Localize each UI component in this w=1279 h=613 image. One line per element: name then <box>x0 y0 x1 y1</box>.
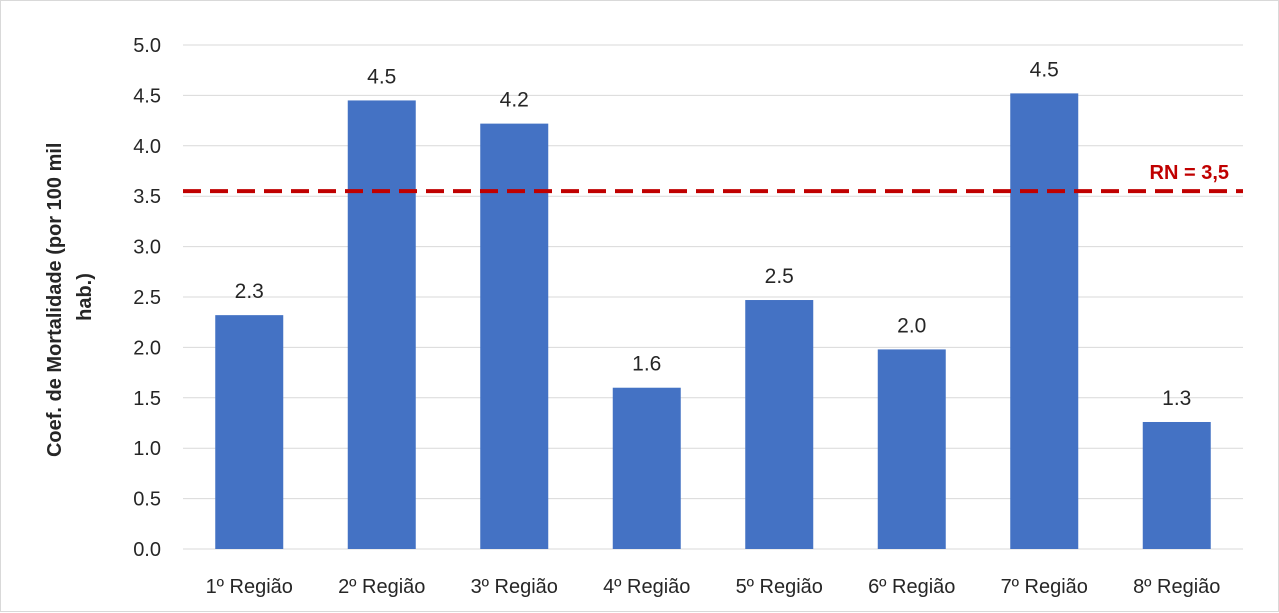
bar <box>480 123 549 550</box>
x-tick-label: 2º Região <box>338 576 425 598</box>
y-tick-label: 4.0 <box>133 136 161 158</box>
x-tick-label: 1º Região <box>206 576 293 598</box>
y-tick-label: 0.5 <box>133 489 161 511</box>
reference-line-label: RN = 3,5 <box>1150 162 1229 184</box>
data-label: 1.6 <box>632 353 661 376</box>
data-label: 4.5 <box>1030 58 1059 81</box>
x-tick-label: 8º Região <box>1133 576 1220 598</box>
labels: 0.0 0.5 1.0 1.5 2.0 2.5 3.0 3.5 4.0 4.5 5.0 2.3 1º R… <box>133 35 1229 598</box>
y-tick-label: 5.0 <box>133 35 161 57</box>
y-axis-label-line-1: Coef. de Mortalidade (por 100 mil <box>44 143 66 458</box>
data-label: 2.5 <box>765 265 794 288</box>
x-tick-label: 3º Região <box>471 576 558 598</box>
y-axis-label-line-2: hab.) <box>74 273 96 321</box>
bars <box>215 93 1211 550</box>
y-axis-label: Coef. de Mortalidade (por 100 mil hab.) <box>44 137 96 457</box>
x-tick-label: 5º Região <box>736 576 823 598</box>
y-tick-label: 4.5 <box>133 85 161 107</box>
y-tick-label: 3.0 <box>133 237 161 259</box>
data-label: 4.5 <box>367 65 396 88</box>
x-tick-label: 7º Região <box>1001 576 1088 598</box>
bar <box>215 315 284 549</box>
x-tick-label: 6º Região <box>868 576 955 598</box>
x-tick-label: 4º Região <box>603 576 690 598</box>
bar <box>347 100 416 549</box>
bar <box>745 300 814 549</box>
y-tick-label: 1.0 <box>133 438 161 460</box>
bar <box>612 387 681 549</box>
y-tick-label: 3.5 <box>133 186 161 208</box>
y-tick-label: 1.5 <box>133 388 161 410</box>
bar <box>1142 421 1211 549</box>
bar <box>877 349 946 549</box>
data-label: 2.3 <box>235 280 264 303</box>
gridlines <box>183 44 1243 550</box>
data-label: 2.0 <box>897 314 926 337</box>
data-label: 4.2 <box>500 89 529 112</box>
y-tick-label: 2.0 <box>133 337 161 359</box>
y-tick-label: 0.0 <box>133 539 161 561</box>
bar <box>1010 93 1079 549</box>
data-label: 1.3 <box>1162 387 1191 410</box>
y-tick-label: 2.5 <box>133 287 161 309</box>
